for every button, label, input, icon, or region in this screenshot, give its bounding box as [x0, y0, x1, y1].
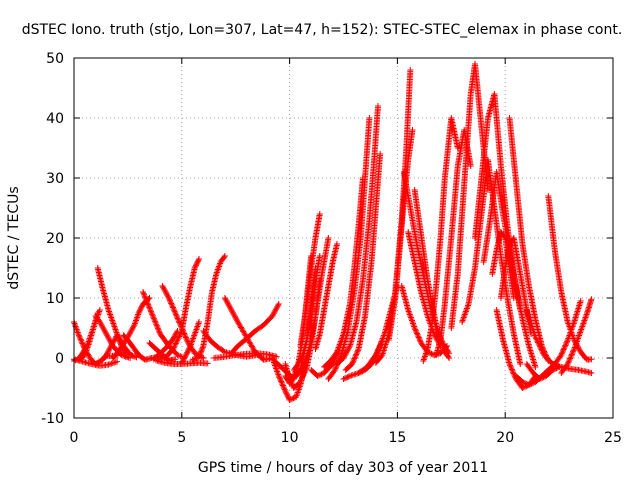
y-tick-label: -10 [41, 411, 64, 427]
data-markers [71, 61, 595, 403]
x-axis-label: GPS time / hours of day 303 of year 2011 [198, 460, 488, 476]
y-tick-label: 50 [46, 51, 64, 67]
y-tick-label: 10 [46, 291, 64, 307]
axis-ticks: 0 5 10 15 20 25 -10 0 10 20 30 40 50 [41, 51, 622, 446]
series-track-42 [420, 115, 461, 364]
series-track-16 [189, 253, 228, 363]
series-track-27 [312, 241, 340, 352]
series-track-15 [178, 319, 202, 366]
series-track-50 [506, 115, 552, 364]
y-tick-label: 30 [46, 171, 64, 187]
y-tick-label: 20 [46, 231, 64, 247]
series-track-25 [290, 253, 323, 373]
series-track-55 [558, 296, 595, 376]
x-tick-label: 0 [70, 430, 79, 446]
x-tick-label: 5 [177, 430, 186, 446]
x-tick-label: 10 [281, 430, 299, 446]
series-track-41 [398, 283, 450, 358]
series-track-31 [325, 115, 373, 382]
y-tick-label: 40 [46, 111, 64, 127]
plot-frame [73, 57, 614, 419]
x-tick-label: 15 [388, 430, 406, 446]
series-track-20 [211, 350, 280, 361]
series-track-26 [286, 235, 332, 382]
x-tick-label: 25 [604, 430, 622, 446]
series-track-14 [152, 357, 211, 367]
chart-title: dSTEC Iono. truth (stjo, Lon=307, Lat=47… [22, 22, 623, 38]
series-track-33 [342, 151, 384, 373]
series-track-53 [545, 193, 595, 363]
x-tick-label: 20 [496, 430, 514, 446]
y-tick-label: 0 [55, 351, 64, 367]
y-axis-label: dSTEC / TECUs [6, 186, 22, 289]
series-track-56 [523, 361, 563, 382]
series-track-28 [297, 211, 323, 349]
series-track-32 [334, 103, 381, 367]
